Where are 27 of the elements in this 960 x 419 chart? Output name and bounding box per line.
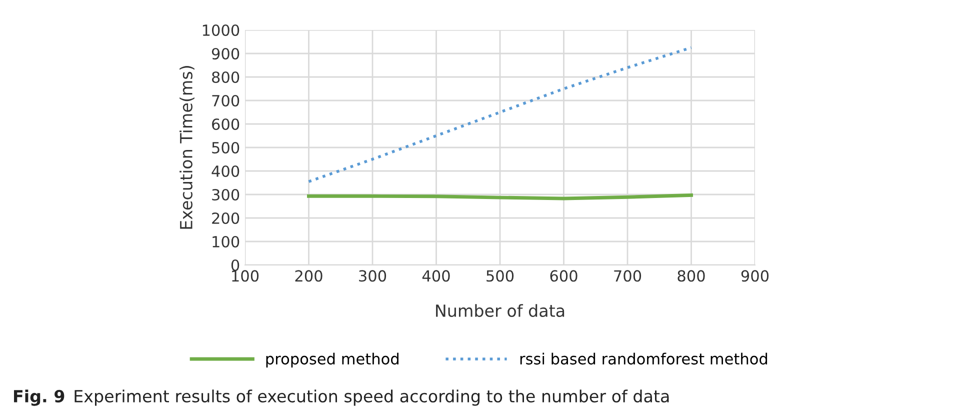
y-tick-label: 900 — [212, 48, 240, 60]
x-tick-label: 600 — [550, 270, 578, 282]
y-tick-label: 0 — [231, 259, 240, 272]
x-tick-label: 500 — [486, 270, 514, 282]
y-axis-title: Execution Time(ms) — [180, 66, 194, 229]
x-axis-title: Number of data — [436, 304, 564, 317]
y-tick-label: 100 — [212, 236, 240, 248]
x-tick-label: 300 — [359, 270, 386, 282]
y-tick-label: 600 — [212, 118, 240, 130]
x-tick-label: 800 — [678, 270, 705, 282]
y-tick-label: 800 — [212, 71, 240, 84]
y-tick-label: 1000 — [202, 24, 240, 36]
legend-label: proposed method — [266, 352, 398, 368]
y-tick-label: 700 — [212, 94, 240, 107]
y-tick-label: 400 — [212, 165, 240, 178]
x-tick-label: 700 — [614, 270, 642, 282]
x-tick-label: 400 — [422, 270, 450, 282]
x-tick-label: 100 — [232, 270, 259, 282]
caption: Fig. 9 — [14, 390, 64, 406]
line-series — [307, 46, 693, 183]
legend-label: rssi based randomforest method — [520, 352, 768, 365]
text: Experiment results of execution speed according to the number of data — [74, 390, 669, 406]
y-tick-label: 300 — [212, 188, 240, 201]
x-tick-label: 900 — [741, 270, 769, 282]
x-tick-label: 200 — [295, 270, 322, 282]
y-tick-label: 200 — [212, 212, 240, 224]
y-tick-label: 500 — [212, 142, 240, 154]
